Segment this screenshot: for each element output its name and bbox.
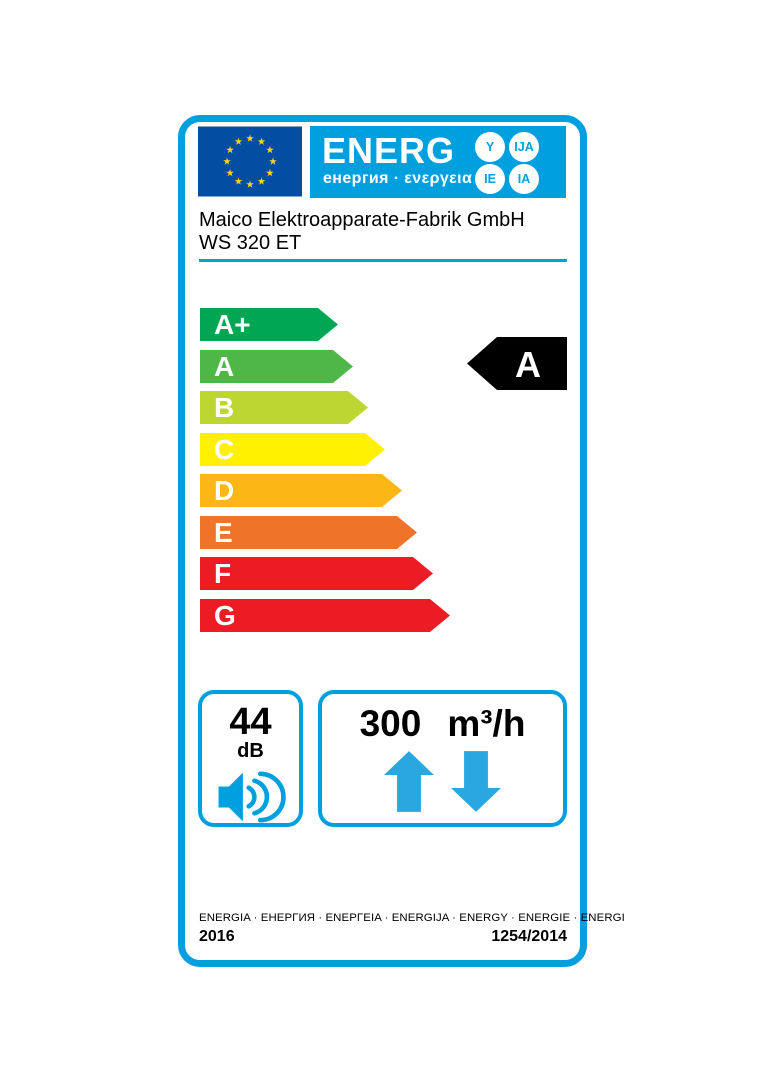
energy-label: ENERG енергия · ενεργεια Y IJA IE IA Mai… (178, 115, 625, 967)
energy-logo-subtext: енергия · ενεργεια (323, 170, 473, 187)
suffix-circle-ia: IA (509, 164, 539, 194)
svg-text:F: F (214, 558, 231, 589)
scale-arrow-g: G (200, 598, 450, 632)
svg-text:B: B (214, 392, 234, 423)
scale-arrow-a: A (200, 349, 353, 383)
energy-class-scale: A+ A B C D E F (200, 308, 568, 640)
noise-unit: dB (237, 740, 264, 762)
footer-regulation: 1254/2014 (491, 928, 567, 945)
airflow-arrows (322, 751, 563, 812)
supplier-block: Maico Elektroapparate-Fabrik GmbH WS 320… (199, 209, 567, 255)
language-suffix-circles: Y IJA IE IA (475, 132, 539, 194)
svg-text:A: A (515, 344, 541, 385)
label-content: ENERG енергия · ενεργεια Y IJA IE IA Mai… (185, 122, 625, 960)
scale-arrow-b: B (200, 391, 368, 424)
svg-text:A+: A+ (214, 309, 251, 340)
scale-arrow-f: F (200, 557, 433, 590)
airflow-unit: m³/h (447, 703, 526, 744)
scale-arrow-c: C (200, 432, 385, 466)
energy-logo-banner: ENERG енергия · ενεργεια Y IJA IE IA (310, 126, 566, 198)
suffix-circle-ija: IJA (509, 132, 539, 162)
scale-arrow-a-plus: A+ (200, 308, 338, 341)
airflow-line: 300 m³/h (322, 704, 563, 744)
airflow-value: 300 (359, 703, 422, 744)
svg-text:D: D (214, 475, 234, 506)
svg-text:E: E (214, 517, 233, 548)
arrow-up-icon (384, 751, 434, 812)
eu-flag-icon (198, 126, 302, 197)
divider-rule (199, 259, 567, 262)
arrow-down-icon (451, 751, 501, 812)
svg-text:G: G (214, 600, 236, 631)
speaker-icon (218, 771, 286, 823)
suffix-circle-ie: IE (475, 164, 505, 194)
model-identifier: WS 320 ET (199, 232, 302, 254)
footer-row: 2016 1254/2014 (199, 928, 567, 946)
scale-arrow-d: D (200, 474, 402, 507)
energy-logo-text: ENERG (322, 130, 456, 171)
airflow-box: 300 m³/h (318, 690, 567, 827)
footer-energy-words: ENERGIA · ЕНЕРГИЯ · ΕΝΕΡΓΕΙΑ · ENERGIJA … (199, 912, 625, 924)
svg-text:C: C (214, 434, 234, 465)
scale-arrow-e: E (200, 515, 417, 549)
assigned-class-indicator: A (467, 337, 567, 390)
suffix-circle-y: Y (475, 132, 505, 162)
noise-level-box: 44 dB (198, 690, 303, 827)
supplier-name: Maico Elektroapparate-Fabrik GmbH (199, 209, 525, 231)
noise-value: 44 (229, 701, 272, 743)
footer-year: 2016 (199, 928, 235, 945)
svg-text:A: A (214, 351, 234, 382)
